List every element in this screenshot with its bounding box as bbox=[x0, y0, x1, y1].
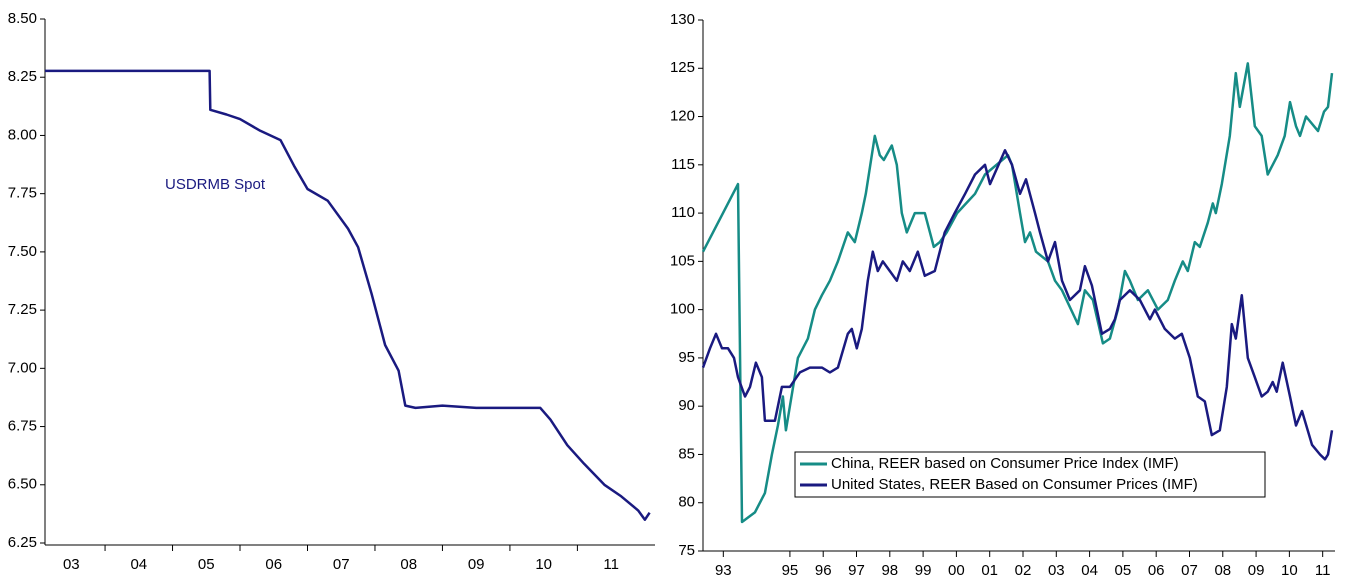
x-tick-label: 09 bbox=[468, 556, 485, 573]
x-tick-label: 03 bbox=[1048, 562, 1065, 579]
x-tick-label: 11 bbox=[1315, 562, 1331, 579]
line-series bbox=[45, 69, 651, 521]
x-tick-label: 03 bbox=[63, 556, 80, 573]
x-tick-label: 11 bbox=[603, 556, 619, 573]
x-tick-label: 00 bbox=[948, 562, 965, 579]
line-series bbox=[701, 62, 1334, 524]
x-tick-label: 93 bbox=[715, 562, 732, 579]
x-tick-label: 05 bbox=[198, 556, 215, 573]
y-tick-label: 85 bbox=[678, 445, 695, 462]
y-tick-label: 115 bbox=[671, 156, 695, 173]
y-tick-label: 7.75 bbox=[8, 185, 37, 202]
x-tick-label: 96 bbox=[815, 562, 832, 579]
x-tick-label: 06 bbox=[265, 556, 282, 573]
legend-label: United States, REER Based on Consumer Pr… bbox=[831, 476, 1198, 493]
legend-label: China, REER based on Consumer Price Inde… bbox=[831, 455, 1179, 472]
y-tick-label: 90 bbox=[678, 397, 695, 414]
x-tick-label: 02 bbox=[1015, 562, 1032, 579]
y-tick-label: 8.00 bbox=[8, 126, 37, 143]
x-tick-label: 10 bbox=[535, 556, 552, 573]
y-tick-label: 8.25 bbox=[8, 68, 37, 85]
y-tick-label: 75 bbox=[678, 542, 695, 559]
y-tick-label: 6.50 bbox=[8, 476, 37, 493]
x-tick-label: 95 bbox=[782, 562, 799, 579]
x-tick-label: 10 bbox=[1281, 562, 1298, 579]
x-tick-label: 04 bbox=[130, 556, 147, 573]
line-series bbox=[701, 149, 1334, 461]
y-tick-label: 95 bbox=[678, 349, 695, 366]
y-tick-label: 105 bbox=[670, 252, 695, 269]
x-tick-label: 06 bbox=[1148, 562, 1165, 579]
x-tick-label: 07 bbox=[333, 556, 350, 573]
x-tick-label: 99 bbox=[915, 562, 932, 579]
y-tick-label: 6.25 bbox=[8, 534, 37, 551]
y-tick-label: 130 bbox=[670, 11, 695, 28]
legend-box bbox=[794, 451, 1266, 498]
x-tick-label: 98 bbox=[881, 562, 898, 579]
y-tick-label: 6.75 bbox=[8, 418, 37, 435]
annotation: USDRMB Spot bbox=[165, 176, 266, 193]
x-tick-label: 08 bbox=[400, 556, 417, 573]
y-tick-label: 7.50 bbox=[8, 243, 37, 260]
y-tick-label: 7.25 bbox=[8, 301, 37, 318]
y-tick-label: 110 bbox=[671, 204, 695, 221]
x-tick-label: 04 bbox=[1081, 562, 1098, 579]
x-tick-label: 97 bbox=[848, 562, 865, 579]
y-tick-label: 80 bbox=[678, 494, 695, 511]
x-tick-label: 05 bbox=[1115, 562, 1132, 579]
x-tick-label: 07 bbox=[1181, 562, 1198, 579]
x-tick-label: 08 bbox=[1214, 562, 1231, 579]
x-tick-label: 01 bbox=[981, 562, 998, 579]
y-tick-label: 125 bbox=[670, 59, 695, 76]
y-tick-label: 7.00 bbox=[8, 359, 37, 376]
y-tick-label: 120 bbox=[670, 108, 695, 125]
x-tick-label: 09 bbox=[1248, 562, 1265, 579]
y-tick-label: 8.50 bbox=[8, 10, 37, 27]
y-tick-label: 100 bbox=[670, 301, 695, 318]
